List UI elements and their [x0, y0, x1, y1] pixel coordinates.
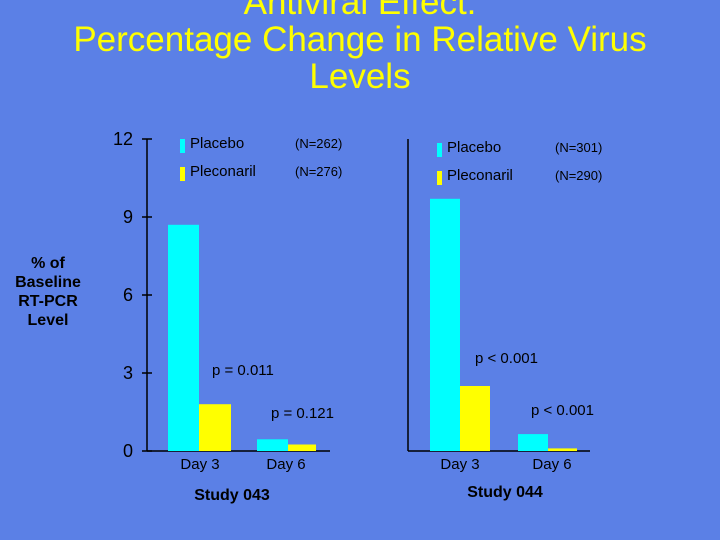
legend-sample-size: (N=262)	[295, 136, 342, 151]
y-axis-label: % of Baseline RT-PCR Level	[10, 254, 86, 330]
title-line-1: Antiviral Effect:	[243, 0, 477, 22]
legend-sample-size: (N=290)	[555, 168, 602, 183]
title-line-2: Percentage Change in Relative Virus	[73, 20, 647, 59]
y-axis-label-line: % of	[31, 255, 65, 272]
p-value-label: p = 0.011	[212, 362, 274, 379]
legend-sample-size: (N=276)	[295, 164, 342, 179]
y-tick-label: 3	[123, 363, 133, 383]
legend-label: Pleconaril	[190, 163, 256, 180]
legend-label: Placebo	[447, 139, 501, 156]
p-value-label: p < 0.001	[531, 402, 594, 419]
legend-swatch	[180, 167, 185, 181]
chart-title: Antiviral Effect: Percentage Change in R…	[0, 0, 720, 95]
study-label: Study 044	[467, 484, 543, 501]
legend-swatch	[437, 143, 442, 157]
bar-pleconaril-day-3	[460, 386, 490, 451]
p-value-label: p < 0.001	[475, 350, 538, 367]
bar-placebo-day-3	[430, 198, 460, 451]
legend-swatch	[437, 171, 442, 185]
bar-placebo-day-6	[257, 439, 288, 451]
x-category-label: Day 6	[266, 456, 305, 473]
y-tick-label: 9	[123, 207, 133, 227]
y-tick-label: 12	[113, 129, 133, 149]
study-label: Study 043	[194, 487, 270, 504]
y-tick-label: 0	[123, 441, 133, 461]
x-category-label: Day 3	[440, 456, 479, 473]
legend-swatch	[180, 139, 185, 153]
x-category-label: Day 3	[180, 456, 219, 473]
legend-sample-size: (N=301)	[555, 140, 602, 155]
bar-placebo-day-6	[518, 434, 548, 451]
x-category-label: Day 6	[532, 456, 571, 473]
bar-pleconaril-day-3	[199, 404, 231, 451]
legend-label: Pleconaril	[447, 167, 513, 184]
bar-pleconaril-day-6	[548, 448, 577, 451]
bar-placebo-day-3	[168, 224, 199, 451]
y-axis-label-line: Baseline	[15, 274, 81, 291]
y-axis-label-line: Level	[27, 312, 69, 329]
y-tick-label: 6	[123, 285, 133, 305]
bar-pleconaril-day-6	[288, 444, 316, 451]
p-value-label: p = 0.121	[271, 405, 334, 422]
y-axis-label-line: RT-PCR	[18, 293, 78, 310]
title-line-3: Levels	[309, 57, 411, 96]
legend-label: Placebo	[190, 135, 244, 152]
